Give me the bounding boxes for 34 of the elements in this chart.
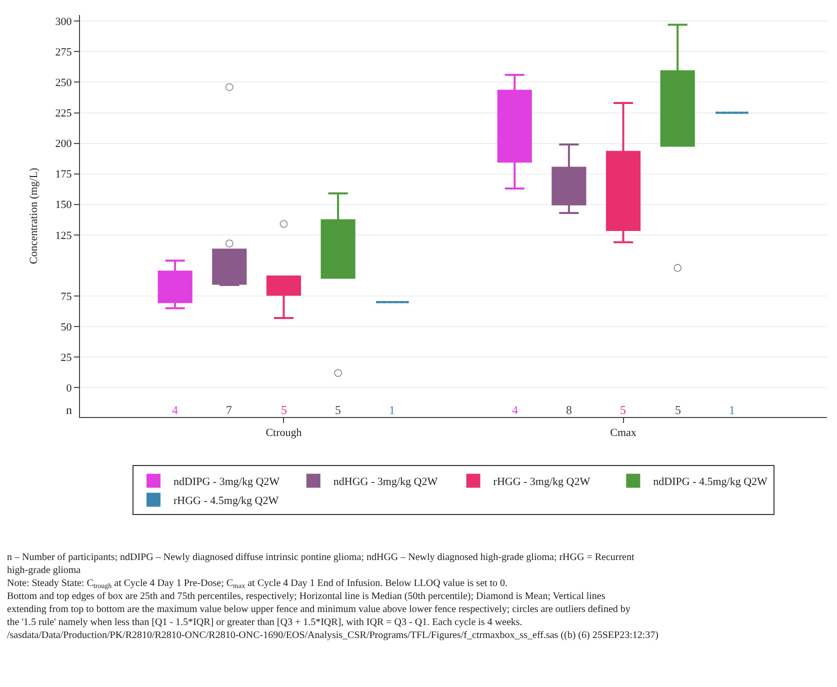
text: Note: Steady State: C$_{trough}$ at Cycle 4 Day 1 Pre-Dose; C$_{max}$ at Cycle 4 Day 1 End of Infusion. Below LLOQ value is set to 0. xyxy=(7,578,508,590)
x-tick-label: Ctrough xyxy=(266,427,302,440)
annotation: 7 xyxy=(226,403,232,417)
annotation: 8 xyxy=(566,403,572,417)
text: Bottom and top edges of box are 25th and 75th percentiles, respectively; Horizontal line is Median (50th percentile); Diamond is Mean; Vertical lines extending from top to bottom are the maximum value below upper fence and minimum value above lower fence respectively; circles are outliers defined by the '1.5 rule' namely when less than [Q1 - 1.5*IQR] or greater than [Q3 + 1.5*IQR], with IQR = Q3 - Q1. Each cycle is 4 weeks. xyxy=(7,591,630,628)
y-tick-label: 250 xyxy=(55,77,72,90)
annotation: 5 xyxy=(281,403,287,417)
y-tick-label: 300 xyxy=(55,16,72,28)
y-tick-label: 275 xyxy=(55,46,72,59)
annotation: 1 xyxy=(729,403,735,417)
annotation: 1 xyxy=(389,403,395,417)
y-tick-label: 200 xyxy=(55,138,72,150)
legend-label: rHGG - 3mg/kg Q2W xyxy=(493,476,591,488)
annotation: 5 xyxy=(675,403,681,417)
y-tick-label: 150 xyxy=(55,199,72,212)
y-tick-label: 175 xyxy=(55,168,72,181)
legend-label: rHGG - 4.5mg/kg Q2W xyxy=(174,495,280,508)
annotation: 4 xyxy=(512,403,518,417)
legend-label: ndDIPG - 4.5mg/kg Q2W xyxy=(653,476,768,488)
y-axis-title: Concentration (mg/L) xyxy=(28,168,40,264)
y-tick-label: 125 xyxy=(55,230,72,242)
y-tick-label: 50 xyxy=(60,321,72,334)
y-tick-label: 0 xyxy=(66,382,72,395)
annotation: 5 xyxy=(620,403,626,417)
y-tick-label: 225 xyxy=(55,108,72,120)
x-tick-label: Cmax xyxy=(610,427,637,440)
annotation: 5 xyxy=(335,403,341,417)
y-tick-label: 75 xyxy=(60,290,72,303)
text: /sasdata/Data/Production/PK/R2810/R2810-ONC/R2810-ONC-1690/EOS/Analysis_CSR/Programs/TFL/Figures/f_ctrmaxbox_ss_eff.sas ((b) (6) 25SEP23:12:37) xyxy=(7,630,658,641)
text: n xyxy=(66,403,72,417)
annotation: 4 xyxy=(172,403,178,417)
legend-label: ndDIPG - 3mg/kg Q2W xyxy=(174,476,280,488)
legend-label: ndHGG - 3mg/kg Q2W xyxy=(333,476,438,488)
y-tick-label: 25 xyxy=(60,352,72,364)
